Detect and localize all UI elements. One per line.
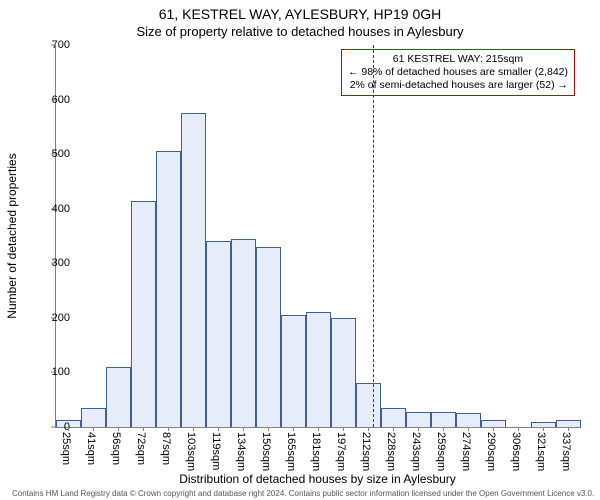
x-axis-label: Distribution of detached houses by size …	[55, 472, 580, 486]
x-tick-label: 165sqm	[285, 432, 297, 471]
x-tick-mark	[193, 427, 194, 431]
y-axis-label-wrap: Number of detached properties	[0, 45, 20, 427]
page-title: 61, KESTREL WAY, AYLESBURY, HP19 0GH	[0, 6, 600, 22]
x-tick-mark	[368, 427, 369, 431]
y-tick-mark	[51, 317, 55, 318]
caption-text: Contains HM Land Registry data © Crown c…	[12, 490, 594, 498]
y-axis-label: Number of detached properties	[5, 153, 19, 318]
histogram-bar	[106, 367, 131, 427]
y-tick-label: 500	[30, 148, 70, 160]
x-tick-label: 56sqm	[110, 432, 122, 465]
x-tick-label: 306sqm	[510, 432, 522, 471]
x-tick-mark	[568, 427, 569, 431]
x-tick-mark	[168, 427, 169, 431]
x-tick-mark	[68, 427, 69, 431]
histogram-bar	[156, 151, 181, 427]
x-tick-label: 321sqm	[535, 432, 547, 471]
histogram-bar	[131, 201, 156, 427]
chart-plot-area: 61 KESTREL WAY: 215sqm ← 98% of detached…	[55, 45, 581, 428]
x-tick-mark	[543, 427, 544, 431]
x-tick-label: 103sqm	[185, 432, 197, 471]
reference-line	[373, 45, 374, 427]
histogram-bar	[531, 422, 556, 427]
x-tick-mark	[118, 427, 119, 431]
histogram-bar	[206, 241, 231, 427]
histogram-bar	[331, 318, 356, 427]
histogram-bar	[231, 239, 256, 427]
annotation-line3: 2% of semi-detached houses are larger (5…	[348, 79, 568, 92]
y-tick-label: 400	[30, 203, 70, 215]
y-tick-mark	[51, 99, 55, 100]
histogram-bar	[181, 113, 206, 427]
x-tick-label: 150sqm	[260, 432, 272, 471]
x-tick-label: 197sqm	[335, 432, 347, 471]
y-tick-label: 100	[30, 366, 70, 378]
y-tick-mark	[51, 45, 55, 46]
histogram-bar	[381, 408, 406, 427]
histogram-bar	[356, 383, 381, 427]
histogram-bar	[481, 420, 506, 427]
x-tick-mark	[443, 427, 444, 431]
x-tick-label: 119sqm	[210, 432, 222, 470]
histogram-bar	[306, 312, 331, 427]
histogram-bar	[456, 413, 481, 427]
x-tick-mark	[343, 427, 344, 431]
x-tick-label: 25sqm	[60, 432, 72, 465]
x-tick-label: 181sqm	[310, 432, 322, 471]
y-tick-mark	[51, 263, 55, 264]
bars-layer	[56, 45, 581, 427]
histogram-bar	[256, 247, 281, 427]
x-tick-mark	[243, 427, 244, 431]
histogram-bar	[556, 420, 581, 427]
x-tick-label: 337sqm	[560, 432, 572, 471]
annotation-box: 61 KESTREL WAY: 215sqm ← 98% of detached…	[341, 49, 575, 96]
x-tick-label: 228sqm	[385, 432, 397, 471]
x-tick-label: 259sqm	[435, 432, 447, 471]
x-tick-mark	[468, 427, 469, 431]
x-tick-label: 134sqm	[235, 432, 247, 471]
x-tick-mark	[418, 427, 419, 431]
x-tick-mark	[93, 427, 94, 431]
x-tick-mark	[393, 427, 394, 431]
x-tick-mark	[268, 427, 269, 431]
x-tick-label: 87sqm	[160, 432, 172, 465]
y-tick-mark	[51, 372, 55, 373]
histogram-bar	[406, 412, 431, 427]
x-tick-label: 72sqm	[135, 432, 147, 465]
x-tick-mark	[143, 427, 144, 431]
histogram-bar	[81, 408, 106, 427]
x-tick-label: 243sqm	[410, 432, 422, 471]
chart-subtitle: Size of property relative to detached ho…	[0, 24, 600, 39]
x-tick-label: 212sqm	[360, 432, 372, 471]
x-tick-mark	[518, 427, 519, 431]
y-tick-mark	[51, 427, 55, 428]
y-tick-mark	[51, 154, 55, 155]
y-tick-label: 700	[30, 39, 70, 51]
x-tick-mark	[293, 427, 294, 431]
x-tick-label: 41sqm	[85, 432, 97, 465]
histogram-bar	[431, 412, 456, 427]
histogram-bar	[281, 315, 306, 427]
annotation-line1: 61 KESTREL WAY: 215sqm	[348, 53, 568, 66]
y-tick-label: 200	[30, 312, 70, 324]
y-tick-label: 600	[30, 94, 70, 106]
annotation-line2: ← 98% of detached houses are smaller (2,…	[348, 66, 568, 79]
x-tick-mark	[218, 427, 219, 431]
x-tick-label: 290sqm	[485, 432, 497, 471]
y-tick-label: 300	[30, 257, 70, 269]
x-tick-label: 274sqm	[460, 432, 472, 471]
x-tick-mark	[318, 427, 319, 431]
y-tick-mark	[51, 208, 55, 209]
x-tick-mark	[493, 427, 494, 431]
